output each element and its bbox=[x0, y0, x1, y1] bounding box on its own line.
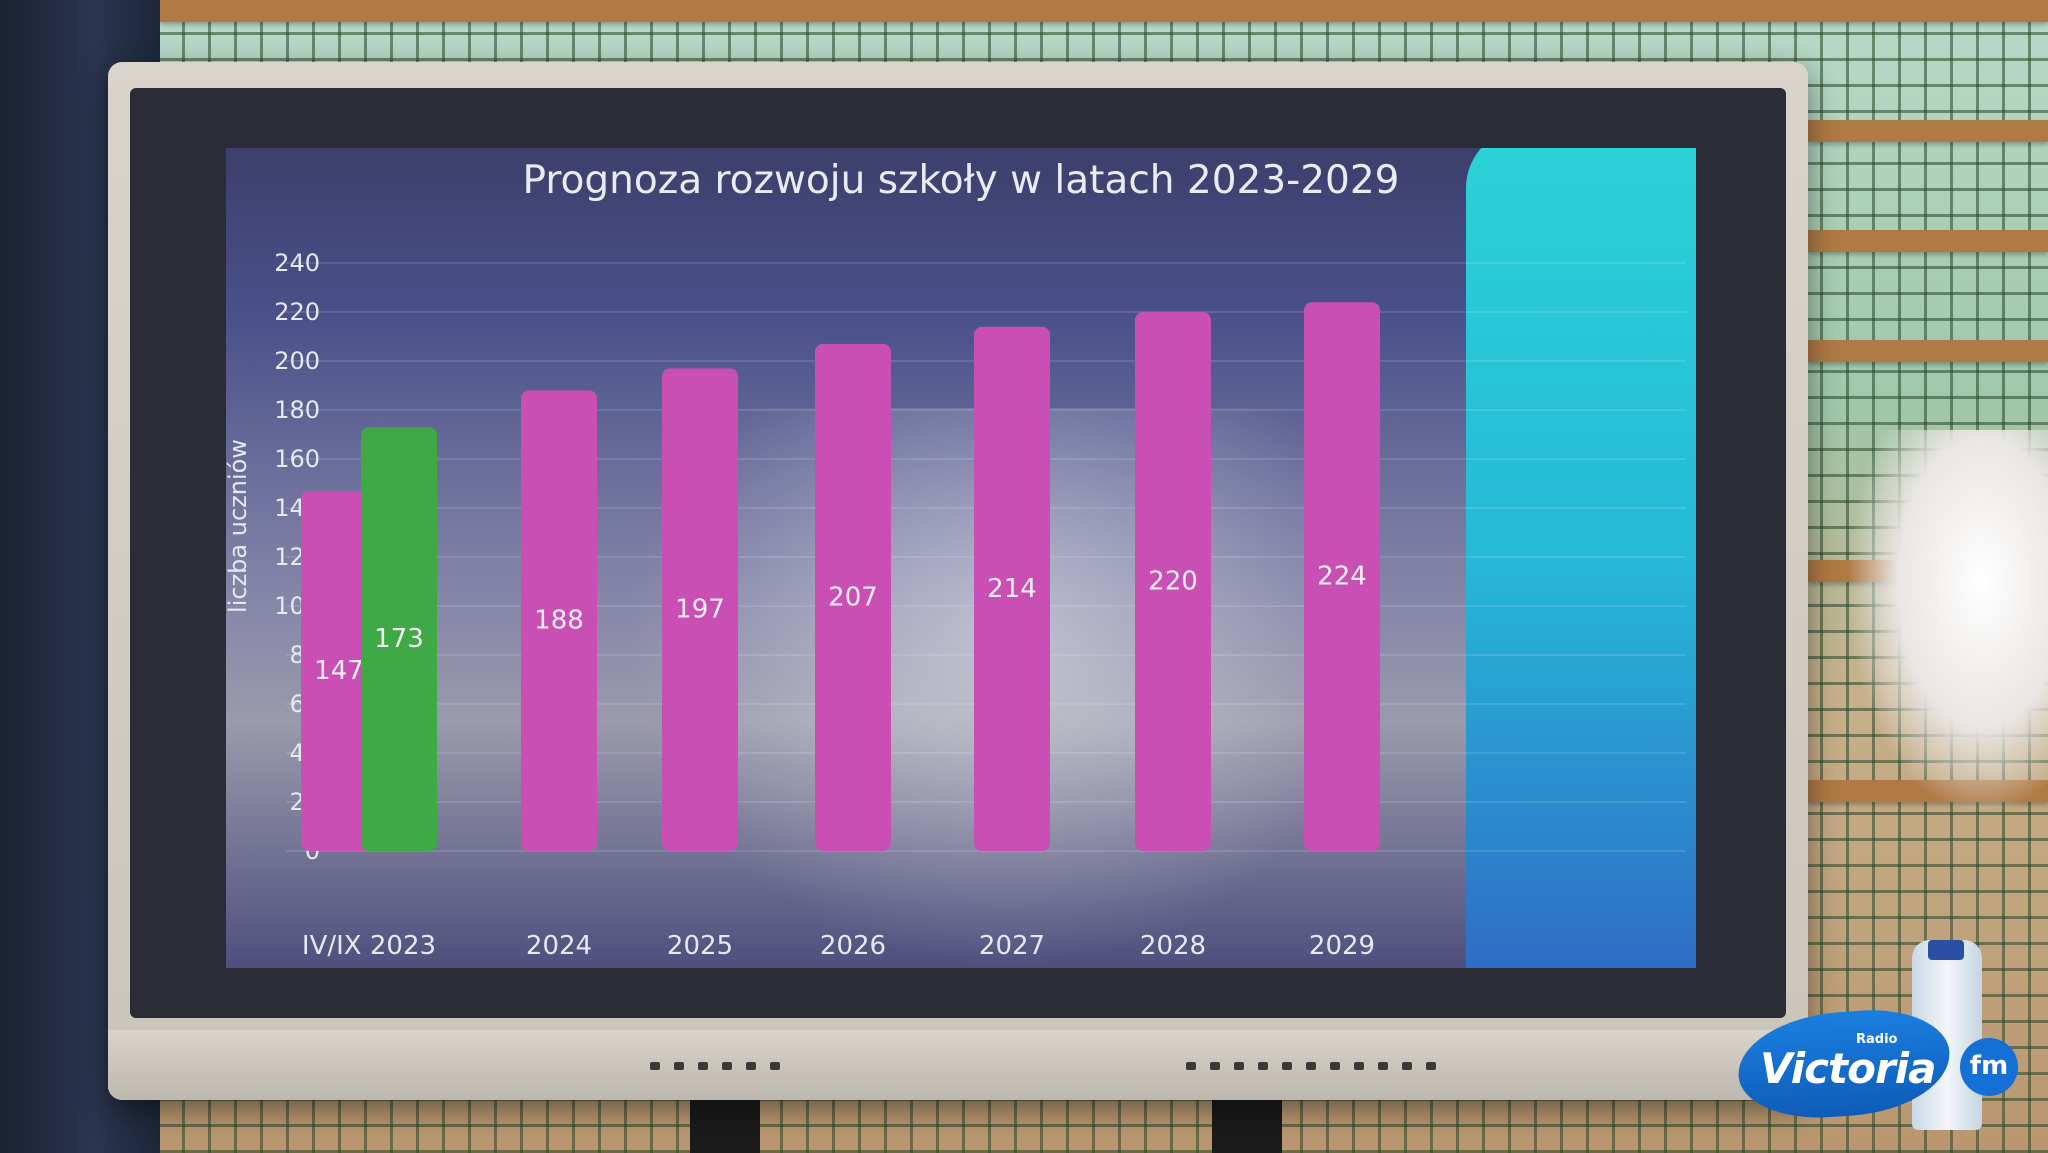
display-buttons-left bbox=[650, 1062, 780, 1072]
wood-plank bbox=[1808, 230, 2048, 252]
bar bbox=[815, 343, 891, 851]
bottle-cap bbox=[1928, 940, 1964, 960]
slide-decoration bbox=[1466, 148, 1696, 968]
x-axis: IV/IX 2023 2024 2025 2026 2027 2028 2029 bbox=[302, 931, 1375, 961]
bar-chart: 020406080100120140160180200220240 liczba… bbox=[226, 249, 1686, 961]
bar bbox=[521, 390, 597, 851]
stand-leg bbox=[1212, 1095, 1282, 1153]
y-tick-label: 200 bbox=[274, 347, 320, 375]
x-tick-label: 2024 bbox=[526, 931, 592, 961]
bar-value-label: 214 bbox=[987, 574, 1037, 604]
display-buttons-right bbox=[1186, 1062, 1436, 1072]
logo-name-text: Victoria bbox=[1760, 1044, 1936, 1093]
presentation-screen: Prognoza rozwoju szkoły w latach 2023-20… bbox=[226, 148, 1696, 968]
x-tick-label: 2025 bbox=[667, 931, 733, 961]
bar bbox=[1135, 312, 1211, 851]
bar bbox=[974, 326, 1050, 851]
y-tick-label: 180 bbox=[274, 396, 320, 424]
wood-plank bbox=[1808, 340, 2048, 362]
display-bottom-panel bbox=[108, 1030, 1808, 1100]
x-tick-label: 2028 bbox=[1140, 931, 1206, 961]
x-tick-label: 2027 bbox=[979, 931, 1045, 961]
flower-decoration bbox=[1850, 430, 2048, 810]
y-tick-label: 220 bbox=[274, 298, 320, 326]
bar-value-label: 147 bbox=[314, 656, 364, 686]
bar-value-label: 197 bbox=[675, 595, 725, 625]
logo-radio-text: Radio bbox=[1856, 1032, 1898, 1047]
bar-value-label: 207 bbox=[828, 582, 878, 612]
bar-value-label: 188 bbox=[534, 606, 584, 636]
bars: 147 173 188 197 207 214 220 224 bbox=[301, 302, 1380, 851]
x-tick-label: IV/IX 2023 bbox=[302, 931, 436, 961]
bar bbox=[662, 368, 738, 851]
radio-logo: Radio Victoria fm bbox=[1734, 1004, 2018, 1124]
wood-plank bbox=[1808, 120, 2048, 142]
chart-title: Prognoza rozwoju szkoły w latach 2023-20… bbox=[522, 158, 1400, 203]
bar bbox=[1304, 302, 1380, 851]
x-tick-label: 2029 bbox=[1309, 931, 1375, 961]
bar bbox=[301, 490, 377, 851]
y-tick-label: 240 bbox=[274, 249, 320, 277]
y-axis-label: liczba uczniów bbox=[226, 439, 252, 613]
x-tick-label: 2026 bbox=[820, 931, 886, 961]
bar-value-label: 173 bbox=[374, 624, 424, 654]
y-tick-label: 160 bbox=[274, 445, 320, 473]
stand-leg bbox=[690, 1095, 760, 1153]
wood-plank bbox=[160, 0, 2048, 22]
bar-value-label: 220 bbox=[1148, 567, 1198, 597]
logo-fm-badge: fm bbox=[1960, 1038, 2018, 1096]
bar-value-label: 224 bbox=[1317, 562, 1367, 592]
bar bbox=[361, 427, 437, 851]
